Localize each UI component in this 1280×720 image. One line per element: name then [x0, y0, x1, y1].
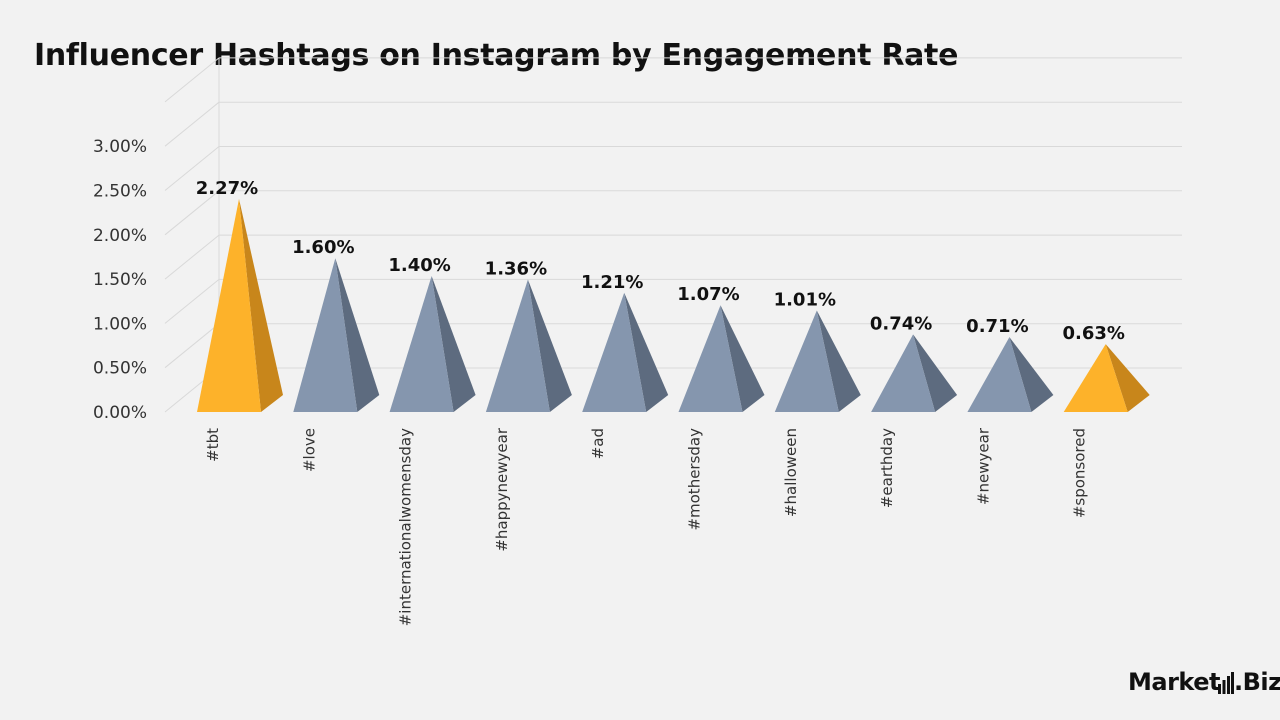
x-tick-label: #mothersday [686, 428, 704, 531]
data-label: 1.21% [581, 272, 643, 293]
pyramid-side-face [913, 334, 958, 412]
pyramid-side-face [239, 198, 283, 412]
pyramid-front-face [967, 337, 1032, 412]
pyramid-side-face [1009, 337, 1054, 412]
pyramid-side-face [527, 279, 572, 412]
x-tick-label: #internationalwomensday [397, 428, 415, 626]
pyramid-front-face [871, 334, 936, 412]
brand-name-part1: Market [1128, 668, 1220, 696]
gridline-side [164, 146, 220, 191]
pyramid-side-face [1105, 344, 1150, 412]
y-tick-label: 0.00% [93, 403, 147, 423]
x-tick-label: #love [300, 428, 318, 472]
gridline-side [164, 101, 220, 147]
x-tick-label: #ad [589, 428, 607, 459]
y-tick-label: 1.50% [93, 270, 147, 290]
data-label: 1.07% [677, 284, 739, 305]
data-label: 0.63% [1062, 323, 1124, 344]
gridline-side [164, 279, 220, 324]
pyramid-side-face [335, 258, 380, 412]
y-tick-label: 1.00% [93, 314, 147, 334]
pyramid-side-face [431, 275, 476, 412]
gridline-side [164, 57, 220, 103]
data-label: 0.71% [966, 316, 1028, 337]
pyramid-front-face [485, 279, 550, 412]
pyramid-front-face [1063, 344, 1128, 412]
x-tick-label: #tbt [204, 428, 222, 462]
y-tick-label: 3.00% [93, 137, 147, 157]
pyramid-front-face [774, 310, 839, 412]
gridline-side [164, 234, 220, 280]
pyramid-side-face [720, 305, 765, 412]
brand-name-part2: Biz [1242, 668, 1280, 696]
gridline-side [164, 323, 220, 369]
y-tick-label: 0.50% [93, 359, 147, 379]
data-label: 0.74% [870, 313, 932, 334]
pyramid-front-face [582, 292, 647, 412]
chart-title: Influencer Hashtags on Instagram by Enga… [34, 38, 959, 73]
brand-dot: . [1233, 668, 1243, 696]
pyramid-side-face [816, 310, 861, 412]
x-tick-label: #halloween [782, 428, 800, 517]
y-tick-label: 2.50% [93, 182, 147, 202]
bar-chart-logo-icon [1217, 672, 1234, 694]
data-label: 2.27% [196, 178, 258, 199]
x-tick-label: #sponsored [1071, 428, 1089, 518]
data-label: 1.36% [485, 259, 547, 280]
pyramid-front-face [678, 305, 743, 412]
pyramid-side-face [624, 292, 669, 412]
brand-logo: Market . Biz [1128, 668, 1280, 696]
x-tick-label: #earthday [878, 428, 896, 508]
pyramid-front-face [389, 275, 454, 412]
x-tick-label: #happynewyear [493, 427, 511, 551]
data-label: 1.60% [292, 237, 354, 258]
data-label: 1.01% [774, 290, 836, 311]
x-tick-label: #newyear [974, 427, 992, 505]
gridline-side [164, 190, 220, 236]
data-label: 1.40% [388, 255, 450, 276]
pyramid-front-face [197, 198, 261, 412]
pyramid-front-face [293, 258, 358, 412]
y-tick-label: 2.00% [93, 226, 147, 246]
